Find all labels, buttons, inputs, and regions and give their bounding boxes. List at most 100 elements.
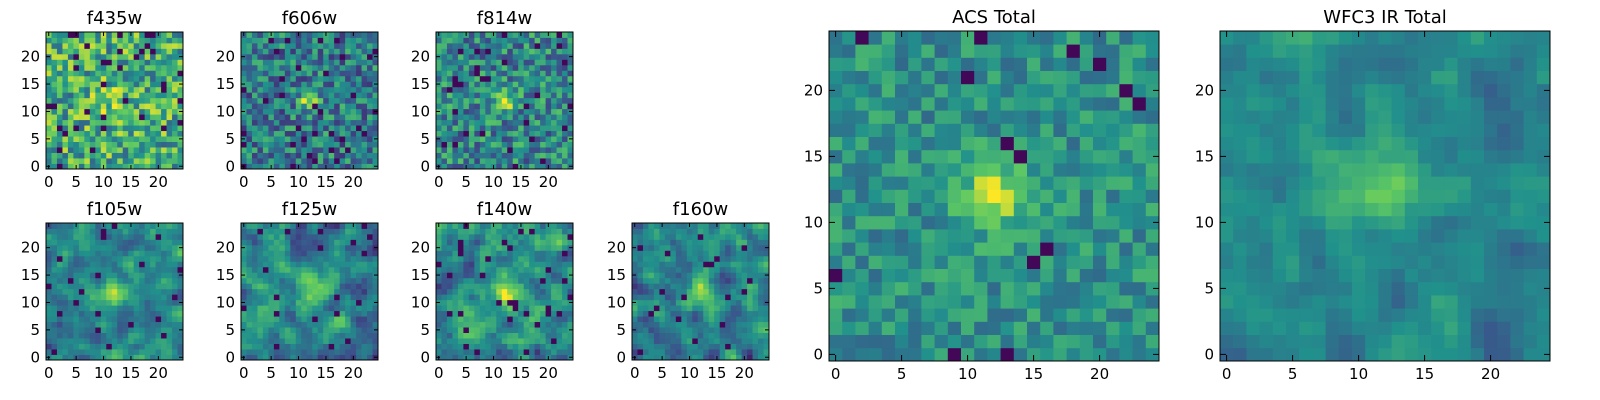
pixel-cell [697,294,704,301]
pixel-cell [78,32,85,38]
pixel-cell [262,163,269,170]
pixel-cell [150,125,156,132]
pixel-cell [312,75,319,82]
pixel-cell [829,242,843,256]
pixel-cell [262,316,269,323]
pixel-cell [855,321,869,335]
pixel-cell [692,239,699,246]
pixel-cell [177,130,184,137]
pixel-cell [334,32,341,38]
pixel-cell [46,283,52,290]
pixel-cell [46,70,52,77]
pixel-cell [697,316,704,323]
pixel-cell [56,108,63,115]
pixel-cell [106,349,113,355]
pixel-cell [317,119,324,126]
pixel-cell [295,103,302,110]
pixel-cell [284,70,291,77]
pixel-cell [106,223,113,229]
pixel-cell [95,141,102,148]
pixel-cell [372,42,379,49]
pixel-cell [457,147,464,153]
pixel-cell [496,141,503,148]
pixel-cell [345,97,351,104]
pixel-cell [46,147,52,153]
pixel-cell [1145,255,1160,269]
pixel-cell [747,349,753,355]
pixel-cell [56,332,63,339]
pixel-cell [485,305,492,312]
pixel-cell [262,305,269,312]
pixel-cell [479,86,486,93]
pixel-cell [306,92,313,99]
pixel-cell [133,81,140,88]
pixel-cell [306,288,313,295]
pixel-cell [257,141,264,148]
pixel-cell [485,81,492,88]
pixel-cell [436,349,442,355]
pixel-cell [56,163,63,170]
pixel-cell [306,277,313,284]
pixel-cell [317,310,324,317]
pixel-cell [312,321,319,328]
pixel-cell [161,321,167,328]
panel-title: f140w [477,199,532,220]
pixel-cell [350,114,357,121]
pixel-cell [551,163,557,170]
pixel-cell [334,354,341,361]
pixel-cell [350,59,357,66]
pixel-cell [177,86,184,93]
pixel-cell [356,64,362,71]
pixel-cell [686,250,693,257]
pixel-cell [485,261,492,268]
pixel-cell [166,125,173,132]
pixel-cell [961,308,975,322]
pixel-cell [67,152,74,159]
pixel-cell [736,338,742,344]
pixel-cell [632,305,638,312]
pixel-cell [868,295,883,309]
pixel-cell [512,223,519,229]
pixel-cell [540,223,546,229]
pixel-cell [758,343,764,350]
pixel-cell [161,228,167,235]
pixel-cell [56,114,63,121]
pixel-cell [106,266,113,273]
pixel-cell [279,119,286,126]
pixel-cell [551,288,557,295]
y-tick-label: 15 [21,75,40,93]
pixel-cell [89,59,96,66]
pixel-cell [512,136,519,142]
pixel-cell [84,92,91,99]
pixel-cell [372,266,379,273]
pixel-cell [457,327,464,333]
pixel-cell [703,327,710,333]
pixel-cell [452,277,459,284]
pixel-cell [496,147,503,153]
pixel-cell [301,294,308,301]
pixel-cell [350,239,357,246]
pixel-cell [921,149,935,164]
pixel-cell [741,277,748,284]
pixel-cell [479,114,486,121]
pixel-cell [317,305,324,312]
pixel-cell [507,255,514,262]
pixel-cell [161,114,167,121]
pixel-cell [350,158,357,164]
pixel-cell [339,228,346,235]
pixel-cell [133,310,140,317]
pixel-cell [648,310,655,317]
pixel-cell [339,75,346,82]
pixel-cell [1145,242,1160,256]
pixel-cell [144,147,151,153]
pixel-cell [545,272,552,279]
pixel-cell [947,189,962,203]
pixel-cell [686,272,693,279]
pixel-cell [763,283,770,290]
pixel-cell [664,338,671,344]
pixel-cell [1093,229,1107,243]
pixel-cell [84,261,91,268]
pixel-cell [111,141,118,148]
pixel-cell [251,92,258,99]
